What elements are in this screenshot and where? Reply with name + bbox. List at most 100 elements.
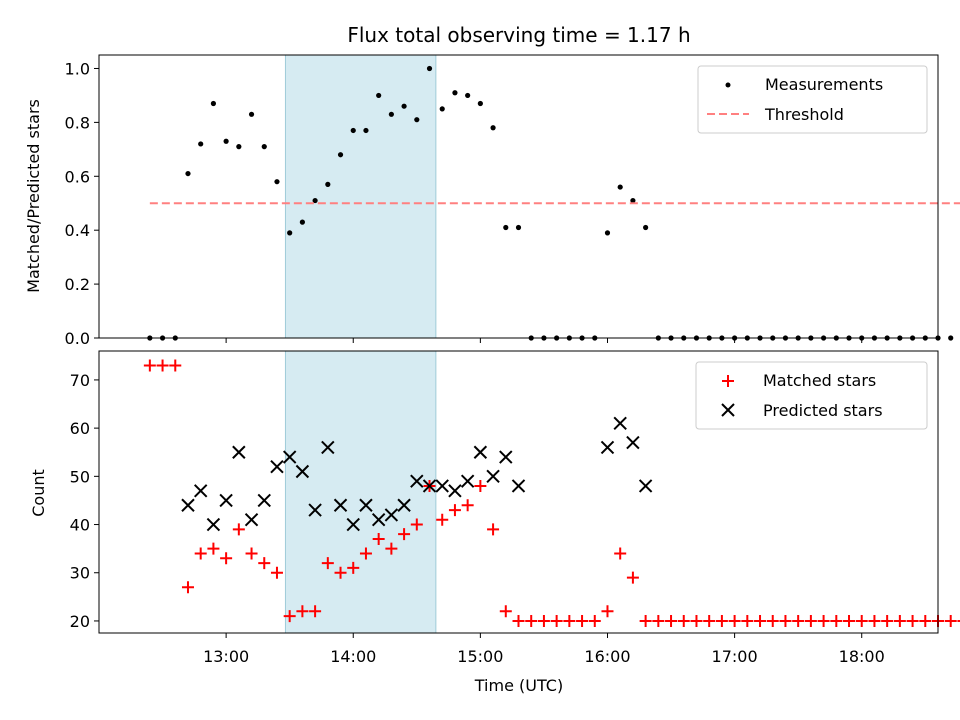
measurement-point <box>617 184 623 190</box>
bottom-x-ticks: 13:00 14:00 15:00 16:00 17:00 18:00 <box>203 633 885 666</box>
matched-star-point <box>601 605 614 618</box>
y-tick-label: 0.4 <box>65 221 90 240</box>
matched-star-point <box>766 614 779 627</box>
predicted-star-point <box>613 416 627 431</box>
matched-star-point <box>893 614 906 627</box>
legend-threshold-label: Threshold <box>764 105 844 124</box>
measurement-point <box>604 230 611 236</box>
y-tick-label: 40 <box>70 516 90 535</box>
predicted-star-point <box>270 459 284 474</box>
matched-star-point <box>385 542 398 555</box>
matched-star-point <box>194 547 207 560</box>
y-tick-label: 60 <box>70 419 90 438</box>
top-panel-marks <box>147 55 960 341</box>
measurement-point <box>223 138 229 144</box>
top-x-ticks <box>225 338 863 343</box>
y-tick-label: 70 <box>70 371 90 390</box>
x-tick-label: 17:00 <box>712 647 758 666</box>
predicted-star-point <box>257 493 271 508</box>
matched-star-point <box>499 605 512 618</box>
matched-star-point <box>461 499 474 512</box>
matched-star-point <box>944 614 957 627</box>
matched-star-point <box>487 523 500 536</box>
bottom-y-ticks: 20 30 40 50 60 70 <box>70 371 99 631</box>
matched-star-point <box>919 614 932 627</box>
predicted-star-point <box>410 474 424 488</box>
matched-star-point <box>741 614 754 627</box>
measurement-point <box>503 224 509 231</box>
measurement-point <box>643 224 649 231</box>
measurement-point <box>363 127 369 134</box>
measurement-point <box>248 111 255 117</box>
predicted-star-point <box>206 517 221 532</box>
matched-star-point <box>868 614 881 627</box>
matched-star-point <box>817 614 830 627</box>
legend-matched-label: Matched stars <box>763 371 876 390</box>
matched-star-point <box>169 359 182 372</box>
predicted-star-point <box>473 445 488 459</box>
matched-star-point <box>347 561 360 574</box>
predicted-star-point <box>232 445 246 459</box>
chart-title: Flux total observing time = 1.17 h <box>347 23 690 47</box>
predicted-star-point <box>295 464 310 479</box>
y-tick-label: 0.6 <box>65 167 90 186</box>
predicted-star-point <box>308 503 322 517</box>
matched-star-point <box>843 614 856 627</box>
matched-star-point <box>563 614 576 627</box>
matched-star-point <box>537 614 550 627</box>
matched-star-point <box>525 614 538 627</box>
matched-star-point <box>410 518 423 531</box>
legend-measurements-marker <box>725 82 731 88</box>
measurement-point <box>287 230 293 236</box>
matched-star-point <box>957 619 960 622</box>
matched-star-point <box>703 614 716 627</box>
matched-star-point <box>830 614 843 627</box>
x-tick-label: 16:00 <box>584 647 630 666</box>
x-tick-label: 13:00 <box>203 647 249 666</box>
matched-star-point <box>779 614 792 627</box>
predicted-star-point <box>499 450 513 464</box>
measurement-point <box>376 92 382 99</box>
matched-star-point <box>652 614 665 627</box>
bottom-legend: Matched stars Predicted stars <box>695 361 928 430</box>
measurement-point <box>236 144 242 150</box>
matched-star-point <box>690 614 703 627</box>
matched-star-point <box>220 552 233 565</box>
bottom-legend-box <box>695 361 928 430</box>
matched-star-point <box>792 614 805 627</box>
y-tick-label: 30 <box>70 564 90 583</box>
legend-predicted-label: Predicted stars <box>763 401 883 420</box>
matched-star-point <box>906 614 919 627</box>
predicted-star-point <box>626 435 640 450</box>
matched-star-point <box>715 614 728 627</box>
measurement-point <box>299 219 305 225</box>
matched-star-point <box>855 614 868 627</box>
matched-star-point <box>372 533 385 545</box>
predicted-star-point <box>181 498 195 512</box>
legend-predicted-marker <box>721 403 735 417</box>
measurement-point <box>274 179 280 185</box>
top-plot-frame <box>98 54 939 339</box>
highlight-window-top <box>285 55 436 338</box>
measurement-point <box>401 103 407 109</box>
top-panel: 0.0 0.2 0.4 0.6 0.8 1.0 Matched/Predicted sta… <box>24 54 960 348</box>
measurement-point <box>630 197 636 204</box>
matched-star-point <box>804 614 817 627</box>
measurement-point <box>439 106 445 112</box>
predicted-star-point <box>384 508 399 522</box>
predicted-star-point <box>435 479 449 493</box>
measurement-point <box>210 100 217 107</box>
measurement-point <box>948 335 954 341</box>
bottom-y-axis-label: Count <box>29 469 48 517</box>
predicted-star-point <box>244 513 259 527</box>
matched-star-point <box>398 528 411 541</box>
measurement-point <box>388 111 394 117</box>
matched-star-point <box>321 557 334 570</box>
matched-star-point <box>626 571 639 584</box>
y-tick-label: 20 <box>70 612 90 631</box>
matched-star-point <box>677 614 690 627</box>
matched-star-point <box>728 614 741 627</box>
measurement-point <box>325 181 331 187</box>
x-tick-label: 18:00 <box>839 647 885 666</box>
measurement-point <box>465 92 471 99</box>
